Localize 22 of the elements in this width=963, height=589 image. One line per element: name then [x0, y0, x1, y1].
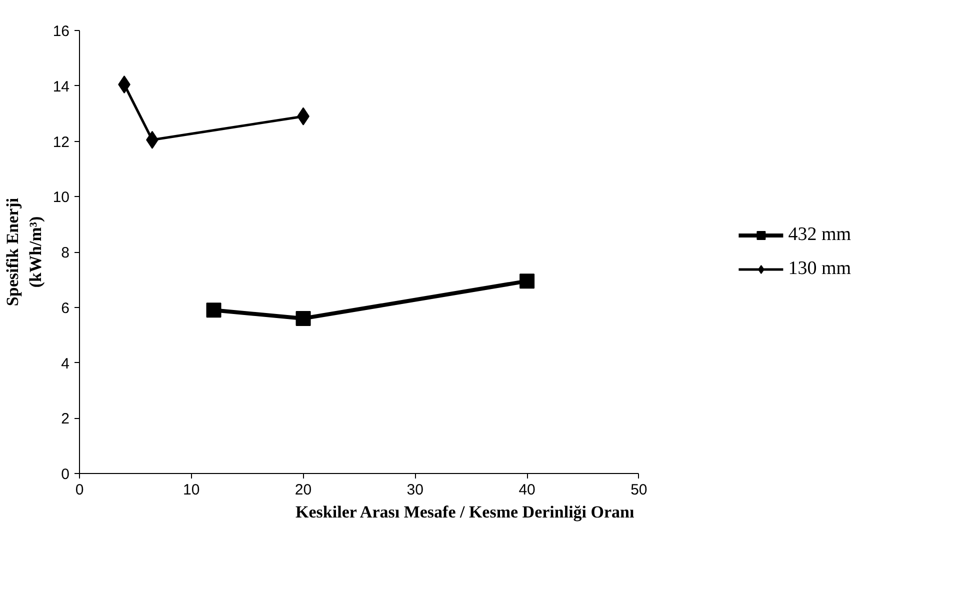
x-tick-label: 0 [75, 482, 84, 498]
x-tick-label: 30 [406, 482, 424, 498]
y-tick-label: 4 [61, 355, 70, 372]
point [206, 302, 222, 318]
point [296, 310, 311, 326]
y-tick-label: 6 [61, 300, 70, 317]
x-axis-title: Keskiler Arası Mesafe / Kesme Derinliği Oranı [296, 502, 634, 522]
x-tick-label: 10 [183, 482, 200, 498]
y-tick-label: 0 [61, 466, 70, 483]
y-tick-label: 2 [61, 410, 70, 428]
y-tick-label: 12 [52, 134, 70, 151]
y-tick-label: 10 [52, 189, 70, 206]
legend-label: 130 mm [788, 258, 851, 280]
y-tick-label: 16 [52, 23, 70, 40]
x-tick-label: 50 [630, 482, 648, 498]
y-tick-label: 14 [52, 78, 70, 96]
x-tick-label: 20 [294, 482, 312, 498]
x-tick-label: 40 [518, 482, 536, 498]
point [520, 274, 535, 289]
y-tick-label: 8 [61, 244, 70, 262]
legend-label: 432 mm [788, 224, 851, 246]
y-axis-title: Spesifik Enerji (kWh/m³) [3, 198, 45, 306]
